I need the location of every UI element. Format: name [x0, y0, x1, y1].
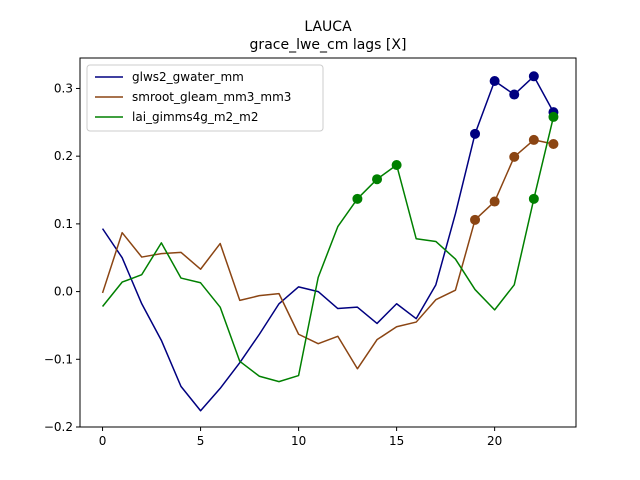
data-point-smroot_gleam_mm3_mm3 — [489, 196, 500, 207]
x-tick-label: 10 — [291, 434, 306, 448]
data-point-glws2_gwater_mm — [528, 71, 539, 82]
x-tick-label: 0 — [99, 434, 107, 448]
series-line-glws2_gwater_mm — [101, 75, 555, 412]
data-point-glws2_gwater_mm — [489, 76, 500, 87]
y-tick-label: 0.1 — [54, 217, 73, 231]
data-point-lai_gimms4g_m2_m2 — [548, 111, 559, 122]
y-tick-label: 0.0 — [54, 285, 73, 299]
axes-layer: 0 5 10 15 20 −0.2 −0.1 0.0 0.1 0.2 0.3 — [44, 57, 577, 448]
data-point-smroot_gleam_mm3_mm3 — [548, 138, 559, 149]
legend-box — [86, 64, 324, 132]
data-point-smroot_gleam_mm3_mm3 — [509, 151, 520, 162]
series-layer — [101, 71, 559, 412]
series-line-lai_gimms4g_m2_m2 — [101, 116, 555, 383]
x-tick-label: 20 — [487, 434, 502, 448]
axes-frame — [79, 57, 577, 428]
data-point-glws2_gwater_mm — [509, 89, 520, 100]
data-point-lai_gimms4g_m2_m2 — [391, 159, 402, 170]
x-tick-label: 5 — [197, 434, 205, 448]
y-tick-label: −0.1 — [44, 352, 73, 366]
data-point-lai_gimms4g_m2_m2 — [528, 193, 539, 204]
data-point-lai_gimms4g_m2_m2 — [352, 193, 363, 204]
y-tick-label: −0.2 — [44, 420, 73, 434]
legend: glws2_gwater_mm smroot_gleam_mm3_mm3 lai_g… — [86, 64, 324, 132]
y-tick-label: 0.2 — [54, 149, 73, 163]
data-point-glws2_gwater_mm — [470, 128, 481, 139]
data-point-smroot_gleam_mm3_mm3 — [470, 214, 481, 225]
data-point-smroot_gleam_mm3_mm3 — [528, 134, 539, 145]
chart-subtitle: grace_lwe_cm lags [X] — [250, 37, 407, 53]
legend-label-lai_gimms4g_m2_m2: lai_gimms4g_m2_m2 — [132, 110, 259, 124]
chart-title: LAUCA — [304, 19, 352, 35]
y-tick-label: 0.3 — [54, 81, 73, 95]
x-tick-label: 15 — [389, 434, 404, 448]
data-point-lai_gimms4g_m2_m2 — [372, 174, 383, 185]
legend-label-smroot_gleam_mm3_mm3: smroot_gleam_mm3_mm3 — [132, 90, 291, 104]
legend-label-glws2_gwater_mm: glws2_gwater_mm — [132, 70, 244, 84]
